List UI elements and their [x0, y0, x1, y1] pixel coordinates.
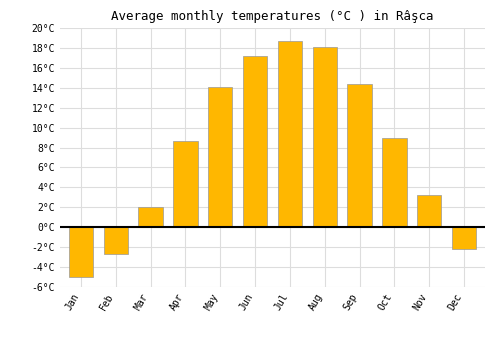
Bar	[382, 138, 406, 227]
Bar	[173, 141, 198, 227]
Bar	[208, 87, 233, 227]
Bar	[278, 41, 302, 227]
Bar	[104, 227, 128, 254]
Bar	[68, 227, 93, 277]
Bar	[348, 84, 372, 227]
Title: Average monthly temperatures (°C ) in Râşca: Average monthly temperatures (°C ) in Râ…	[111, 10, 434, 23]
Bar	[243, 56, 268, 227]
Bar	[452, 227, 476, 249]
Bar	[312, 47, 337, 227]
Bar	[417, 195, 442, 227]
Bar	[138, 207, 163, 227]
